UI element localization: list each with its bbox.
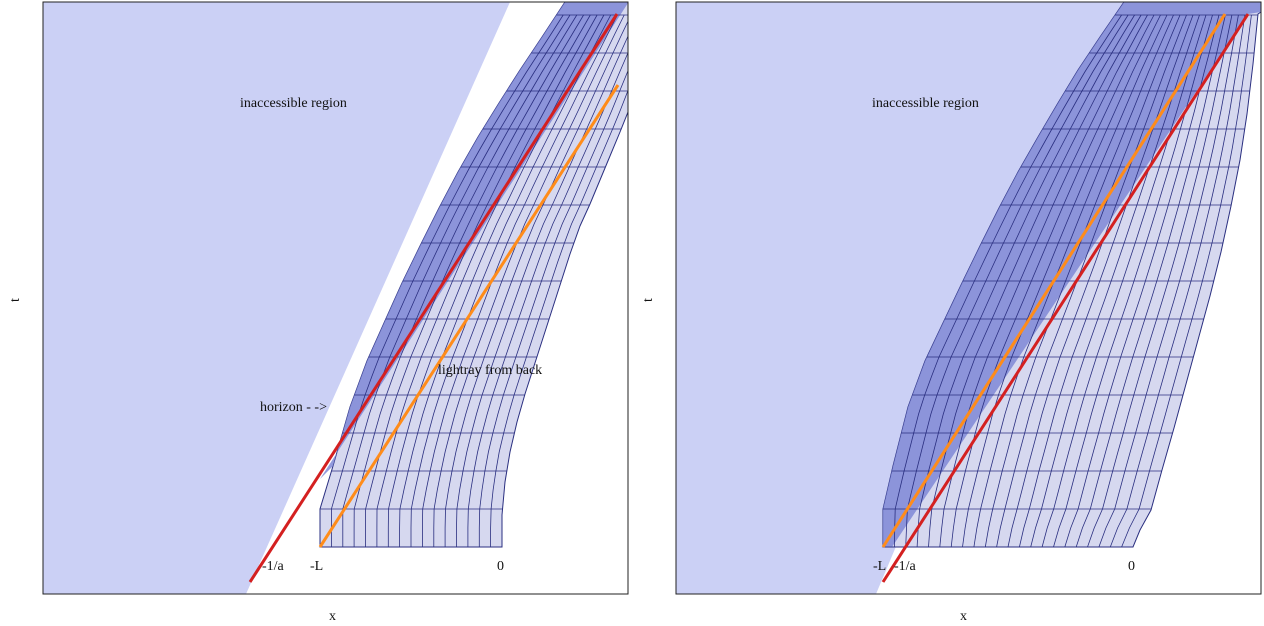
grid-line-worldline (939, 14, 1148, 548)
grid-line-worldline (376, 14, 591, 547)
grid-line-worldline (928, 14, 1142, 548)
grid-line-worldline (1030, 14, 1200, 548)
y-axis-label: t (641, 298, 656, 302)
grid-line-worldline (353, 14, 578, 547)
left-panel: inaccessible region horizon - -> lightra… (8, 1, 629, 624)
grid-line-worldline (330, 14, 564, 547)
tick-label-zero: 0 (1128, 559, 1135, 574)
lightray-line (881, 13, 1227, 548)
grid-line-worldline (478, 69, 628, 547)
horizon-line (881, 13, 1250, 583)
lightray-line (318, 84, 620, 548)
grid-line-worldline (342, 14, 571, 547)
inaccessible-region (676, 2, 1125, 594)
lightray-label: lightray from back (438, 363, 542, 378)
grid-line-worldline (1098, 14, 1239, 548)
horizon-line (248, 13, 619, 583)
grid-line-worldline (905, 14, 1129, 548)
region-label: inaccessible region (240, 96, 347, 111)
grid-line-worldline (984, 14, 1174, 548)
grid-line-worldline (433, 14, 625, 547)
tick-label-minus-inv-a: -1/a (894, 559, 917, 574)
tick-label-zero: 0 (497, 559, 504, 574)
right-panel: inaccessible region -L -1/a 0 x t (641, 1, 1262, 624)
grid-line-worldline (444, 20, 628, 547)
grid-line-worldline (399, 14, 605, 547)
grid-line-worldline (1064, 14, 1220, 548)
grid-line-worldline (1019, 14, 1194, 548)
band-beyond-horizon (320, 2, 628, 479)
grid-line-worldline (1041, 14, 1207, 548)
grid-line-worldline (410, 14, 612, 547)
grid-line-worldline (456, 35, 628, 547)
grid-line-worldline (1053, 14, 1213, 548)
grid-line-worldline (950, 14, 1155, 548)
tick-label-minus-L: -L (873, 559, 886, 574)
grid-line-worldline (1121, 14, 1252, 548)
grid-line-worldline (1075, 14, 1226, 548)
inaccessible-region (43, 2, 510, 594)
grid-line-worldline (490, 89, 628, 547)
grid-line-worldline (962, 14, 1161, 548)
grid-line-worldline (916, 14, 1135, 548)
grid-line-worldline (1087, 14, 1233, 548)
band-grid (883, 14, 1258, 548)
x-axis-label: x (960, 609, 967, 624)
plot-frame (675, 1, 1262, 595)
band-beyond-horizon (883, 2, 1261, 547)
horizon-label: horizon - -> (260, 400, 327, 415)
tick-label-minus-L: -L (310, 559, 323, 574)
grid-line-worldline (1109, 14, 1246, 548)
plot-frame (42, 1, 629, 595)
region-label: inaccessible region (872, 96, 979, 111)
grid-line-worldline (894, 14, 1122, 548)
tick-label-minus-inv-a: -1/a (262, 559, 285, 574)
y-axis-label: t (8, 298, 23, 302)
x-axis-label: x (329, 609, 336, 624)
grid-line-worldline (1007, 14, 1187, 548)
grid-line-worldline (387, 14, 598, 547)
